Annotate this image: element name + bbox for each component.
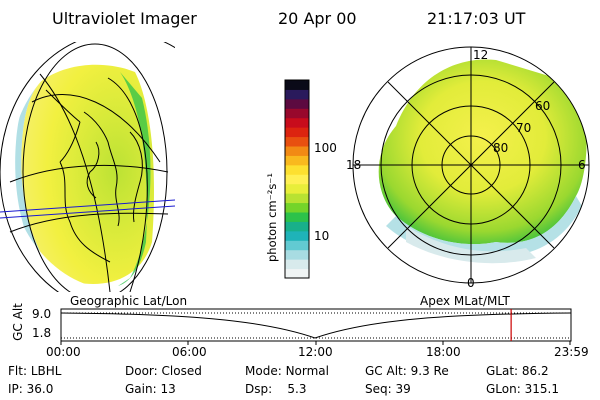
geographic-aurora-emission (10, 43, 175, 291)
colorbar-segment (285, 230, 309, 241)
colorbar-segment (285, 240, 309, 251)
status-glat: GLat: 86.2 (486, 364, 549, 378)
status-seq: Seq: 39 (365, 382, 411, 396)
colorbar-segment (285, 174, 309, 185)
colorbar: photon cm⁻²s⁻¹ (265, 79, 310, 279)
mlt-label-6: 6 (578, 158, 586, 172)
mlt-label-12: 12 (473, 48, 488, 62)
lat-label-80: 80 (493, 141, 508, 155)
gc-alt-axis-title: GC Alt (11, 303, 25, 341)
status-dsp: Dsp: 5.3 (245, 382, 307, 396)
colorbar-tick-10: 10 (314, 229, 330, 243)
lat-label-70: 70 (516, 121, 531, 135)
mlt-label-0: 0 (467, 276, 475, 290)
status-door: Door: Closed (125, 364, 202, 378)
geographic-coords-label: Geographic Lat/Lon (70, 294, 188, 308)
colorbar-segment (285, 164, 309, 175)
colorbar-segment (285, 136, 309, 147)
colorbar-segment (285, 249, 309, 260)
colorbar-segment (285, 146, 309, 156)
colorbar-segment (285, 127, 309, 138)
altitude-timeline (60, 308, 572, 345)
colorbar-segment (285, 117, 309, 128)
x-tick-0600: 06:00 (172, 345, 207, 359)
x-tick-1800: 18:00 (426, 345, 461, 359)
x-tick-2359: 23:59 (554, 345, 589, 359)
geographic-orbit-track (0, 199, 175, 219)
colorbar-scale (285, 80, 309, 279)
status-ip: IP: 36.0 (8, 382, 54, 396)
colorbar-segment (285, 80, 309, 90)
observation-date: 20 Apr 00 (278, 9, 357, 28)
x-tick-1200: 12:00 (298, 345, 333, 359)
observation-time: 21:17:03 UT (427, 9, 526, 28)
colorbar-segment (285, 221, 309, 232)
y-tick-high: 9.0 (32, 307, 52, 321)
status-gc-alt: GC Alt: 9.3 Re (365, 364, 449, 378)
colorbar-segment (285, 202, 309, 213)
apex-coords-label: Apex MLat/MLT (420, 294, 510, 308)
mlt-label-18: 18 (346, 158, 361, 172)
polar-plot: 12 18 6 0 60 70 80 (346, 46, 590, 290)
colorbar-segment (285, 155, 309, 166)
y-tick-low: 1.8 (32, 326, 52, 340)
status-glon: GLon: 315.1 (486, 382, 559, 396)
colorbar-segment (285, 108, 309, 119)
colorbar-tick-100: 100 (314, 141, 337, 155)
colorbar-segment (285, 193, 309, 204)
colorbar-segment (285, 268, 309, 279)
gc-alt-curve (60, 312, 572, 339)
instrument-title: Ultraviolet Imager (52, 9, 197, 28)
colorbar-segment (285, 259, 309, 270)
x-tick-0000: 00:00 (46, 345, 81, 359)
colorbar-segment (285, 212, 309, 222)
colorbar-unit-label: photon cm⁻²s⁻¹ (265, 173, 279, 262)
polar-aurora-emission (378, 59, 587, 264)
status-gain: Gain: 13 (125, 382, 176, 396)
colorbar-segment (285, 98, 309, 109)
status-flt: Flt: LBHL (8, 364, 62, 378)
colorbar-segment (285, 183, 309, 194)
geographic-image (0, 42, 175, 292)
status-mode: Mode: Normal (245, 364, 329, 378)
colorbar-segment (285, 89, 309, 100)
lat-label-60: 60 (535, 99, 550, 113)
geographic-grid (0, 42, 175, 292)
polar-grid (352, 46, 590, 284)
